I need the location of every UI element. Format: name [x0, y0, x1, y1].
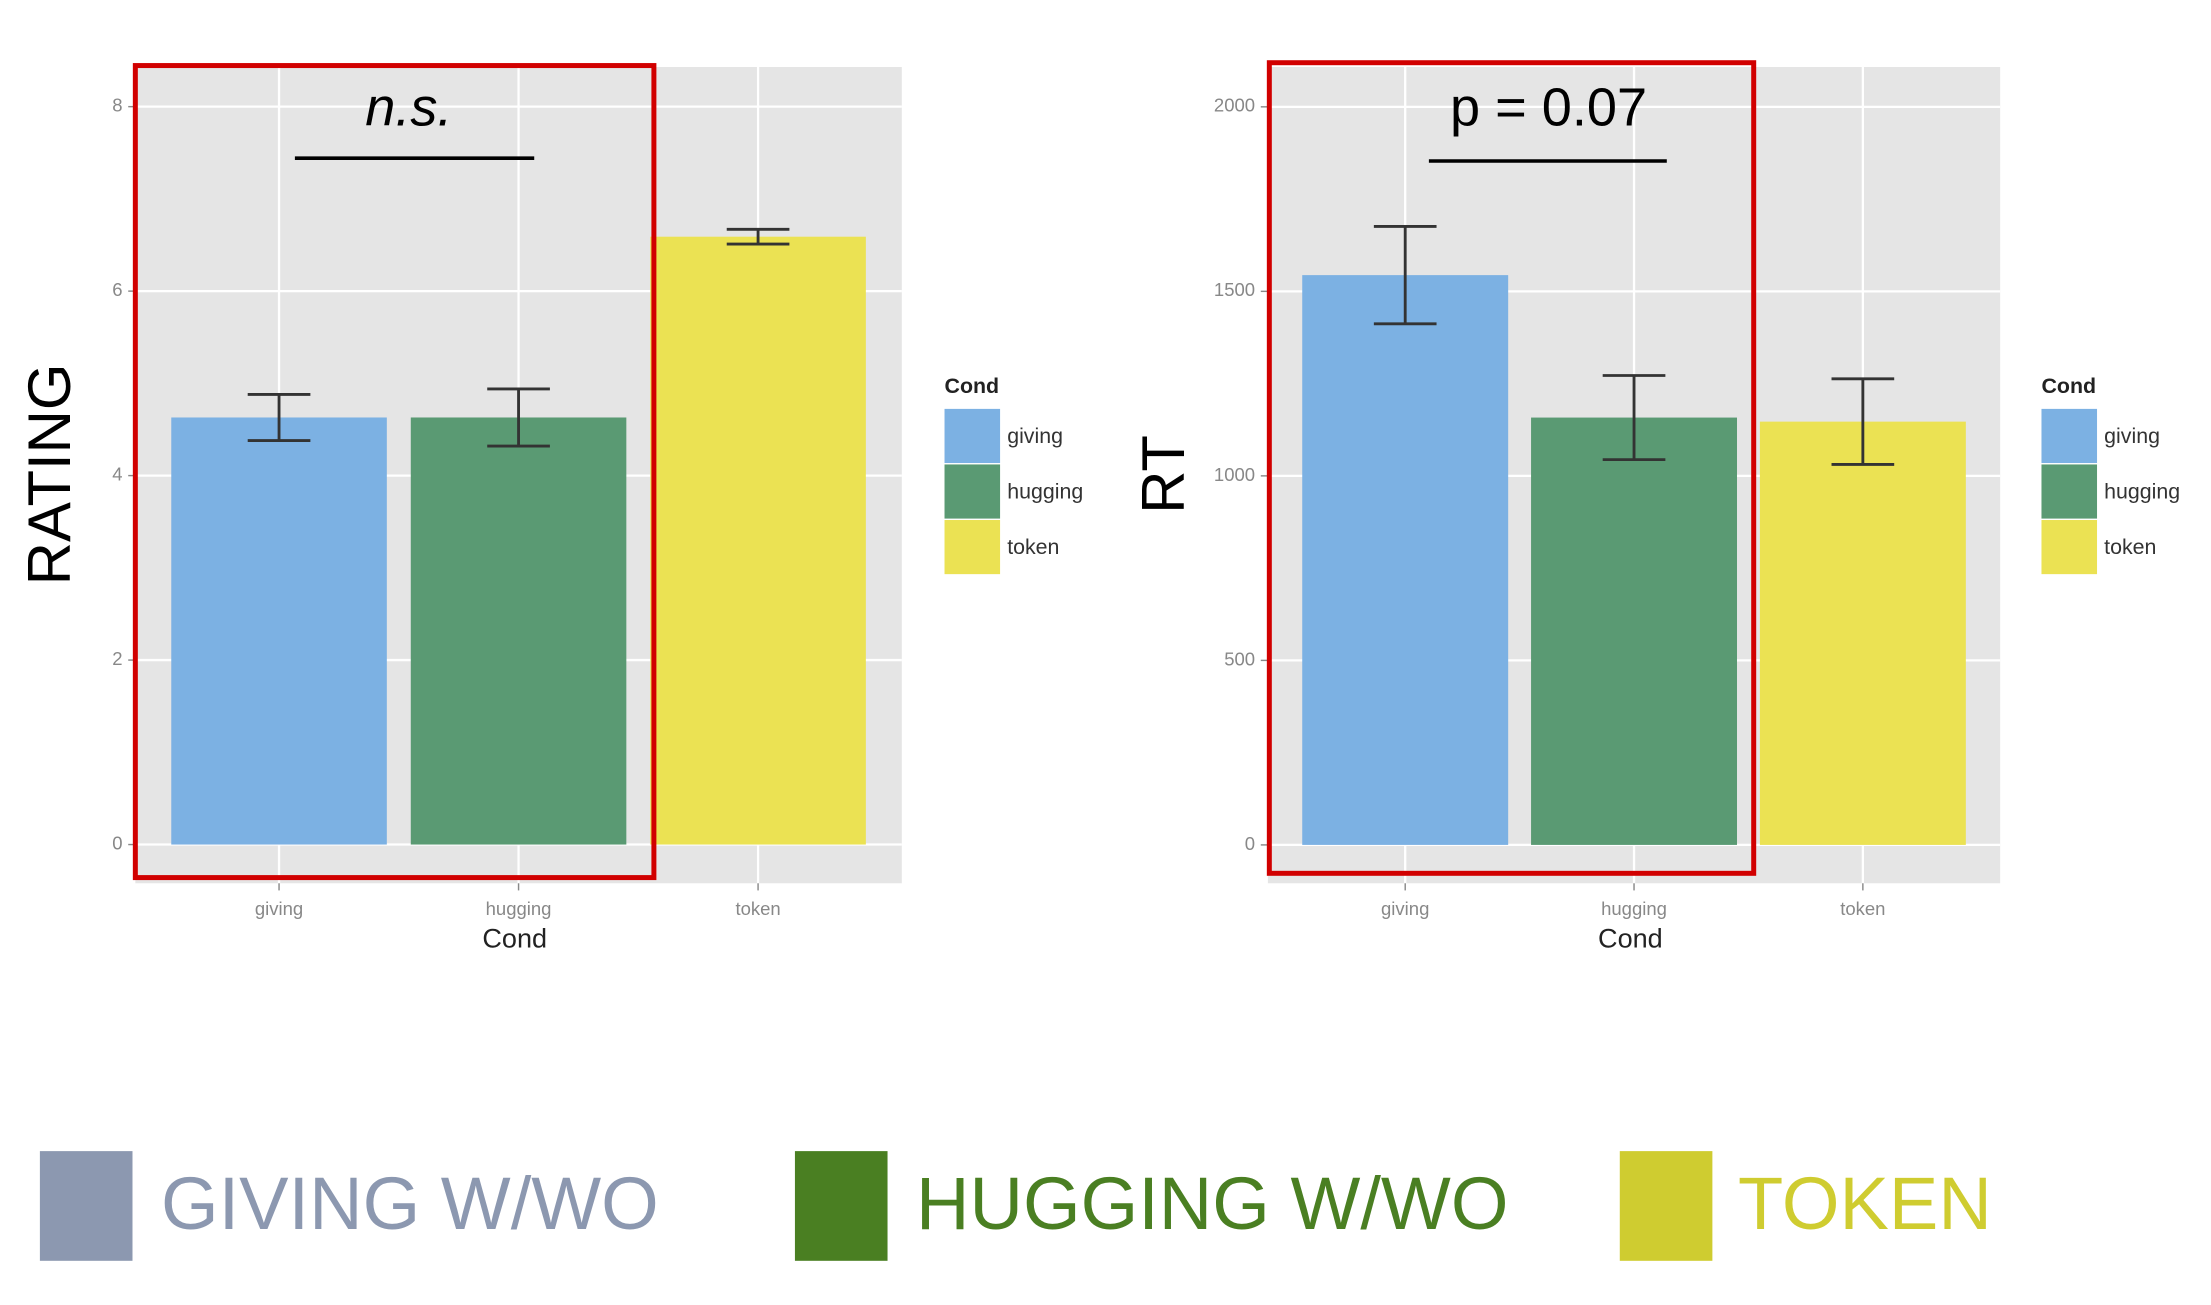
- footer-swatch: [1619, 1151, 1713, 1261]
- footer-swatch: [39, 1151, 133, 1261]
- bar: [410, 417, 627, 845]
- legend-label: token: [1007, 535, 1059, 559]
- y-tick-label: 0: [1245, 833, 1255, 854]
- bar: [171, 417, 387, 845]
- bar: [1759, 421, 1966, 845]
- error-bar: [1831, 377, 1895, 466]
- annotation: p = 0.07: [1450, 77, 1647, 137]
- y-tick-label: 2000: [1214, 95, 1255, 116]
- y-tick-label: 8: [112, 95, 122, 116]
- bar: [1531, 417, 1738, 845]
- bar: [650, 236, 866, 845]
- error-bar: [726, 227, 790, 246]
- legend-label: giving: [2104, 424, 2160, 448]
- legend-key: [2041, 520, 2098, 575]
- legend-label: token: [2104, 535, 2156, 559]
- legend-key: [2041, 464, 2098, 519]
- x-tick-label: hugging: [486, 898, 552, 919]
- legend-label: hugging: [1007, 480, 1083, 504]
- y-tick-label: 500: [1224, 648, 1255, 669]
- x-tick-label: token: [735, 898, 780, 919]
- bar: [1302, 275, 1509, 845]
- legend-key: [944, 520, 1001, 575]
- legend-label: giving: [1007, 424, 1063, 448]
- legend-title: Cond: [945, 374, 1000, 398]
- highlight-box: [132, 63, 657, 881]
- footer-label: TOKEN: [1738, 1162, 1992, 1245]
- legend-title: Cond: [2041, 374, 2096, 398]
- x-tick-label: giving: [1381, 898, 1429, 919]
- error-bar: [487, 387, 550, 448]
- highlight-box: [1266, 60, 1757, 876]
- legend-key: [944, 408, 1001, 464]
- y-tick-label: 1000: [1214, 464, 1255, 485]
- y-tick-label: 2: [112, 648, 122, 669]
- error-bar: [1373, 224, 1437, 326]
- legend-key: [944, 464, 1001, 519]
- x-axis-title: Cond: [482, 923, 547, 953]
- annotation: n.s.: [365, 77, 452, 137]
- x-tick-label: token: [1840, 898, 1885, 919]
- error-bar: [1602, 374, 1666, 462]
- y-axis-title: RATING: [16, 364, 83, 586]
- legend-label: hugging: [2104, 480, 2180, 504]
- error-bar: [247, 393, 311, 442]
- footer-swatch: [794, 1151, 888, 1261]
- y-tick-label: 0: [112, 832, 122, 853]
- y-tick-label: 1500: [1214, 279, 1255, 300]
- y-tick-label: 6: [112, 279, 122, 300]
- y-tick-label: 4: [112, 463, 122, 484]
- y-axis-title: RT: [1130, 435, 1197, 514]
- x-axis-title: Cond: [1598, 923, 1663, 953]
- footer-label: HUGGING W/WO: [916, 1162, 1508, 1245]
- footer-label: GIVING W/WO: [161, 1162, 659, 1245]
- legend-key: [2041, 408, 2098, 464]
- x-tick-label: hugging: [1601, 898, 1667, 919]
- x-tick-label: giving: [255, 898, 303, 919]
